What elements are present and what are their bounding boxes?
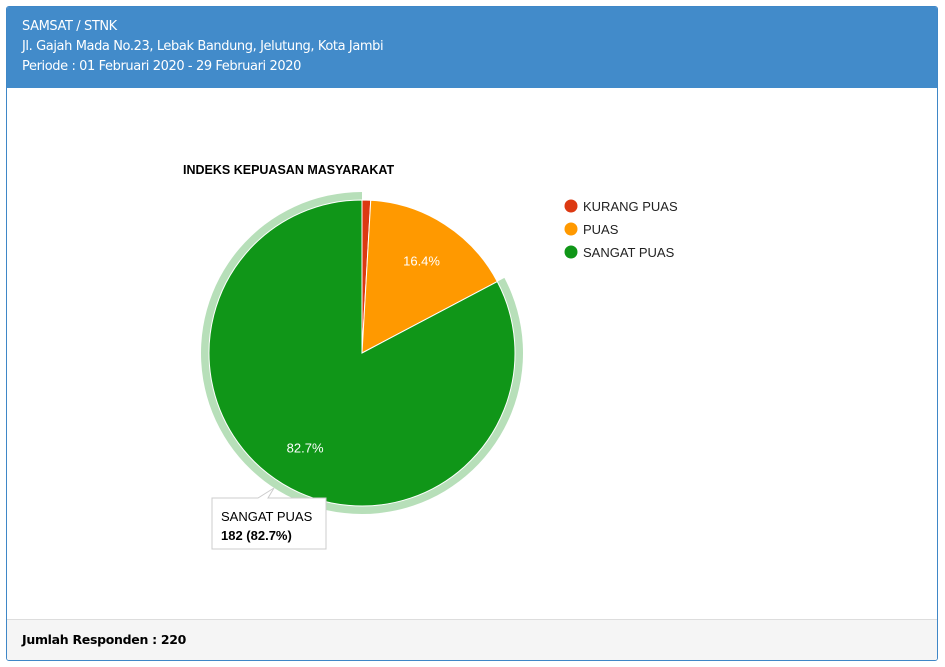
report-card: SAMSAT / STNK Jl. Gajah Mada No.23, Leba… <box>6 6 938 661</box>
period: Periode : 01 Februari 2020 - 29 Februari… <box>22 59 301 74</box>
legend-marker <box>564 222 578 236</box>
slice-label: 16.4% <box>403 253 440 268</box>
card-footer: Jumlah Responden : 220 <box>7 619 937 660</box>
tooltip-title: SANGAT PUAS <box>221 509 313 524</box>
card-header: SAMSAT / STNK Jl. Gajah Mada No.23, Leba… <box>7 7 937 88</box>
legend-marker <box>564 245 578 259</box>
legend-label[interactable]: PUAS <box>583 222 619 237</box>
legend-label[interactable]: KURANG PUAS <box>583 199 678 214</box>
slice-label: 82.7% <box>287 440 324 455</box>
office-address: Jl. Gajah Mada No.23, Lebak Bandung, Jel… <box>22 39 384 54</box>
pie-slice-sangat-puas[interactable] <box>208 199 516 507</box>
legend-label[interactable]: SANGAT PUAS <box>583 245 675 260</box>
tooltip-value: 182 (82.7%) <box>221 528 292 543</box>
office-name: SAMSAT / STNK <box>22 19 117 34</box>
chart-title: INDEKS KEPUASAN MASYARAKAT <box>183 163 394 177</box>
pie-slice-puas[interactable] <box>361 199 498 354</box>
respondent-count: Jumlah Responden : 220 <box>22 632 187 647</box>
legend-marker <box>564 199 578 213</box>
tooltip: SANGAT PUAS 182 (82.7%) <box>211 487 327 550</box>
